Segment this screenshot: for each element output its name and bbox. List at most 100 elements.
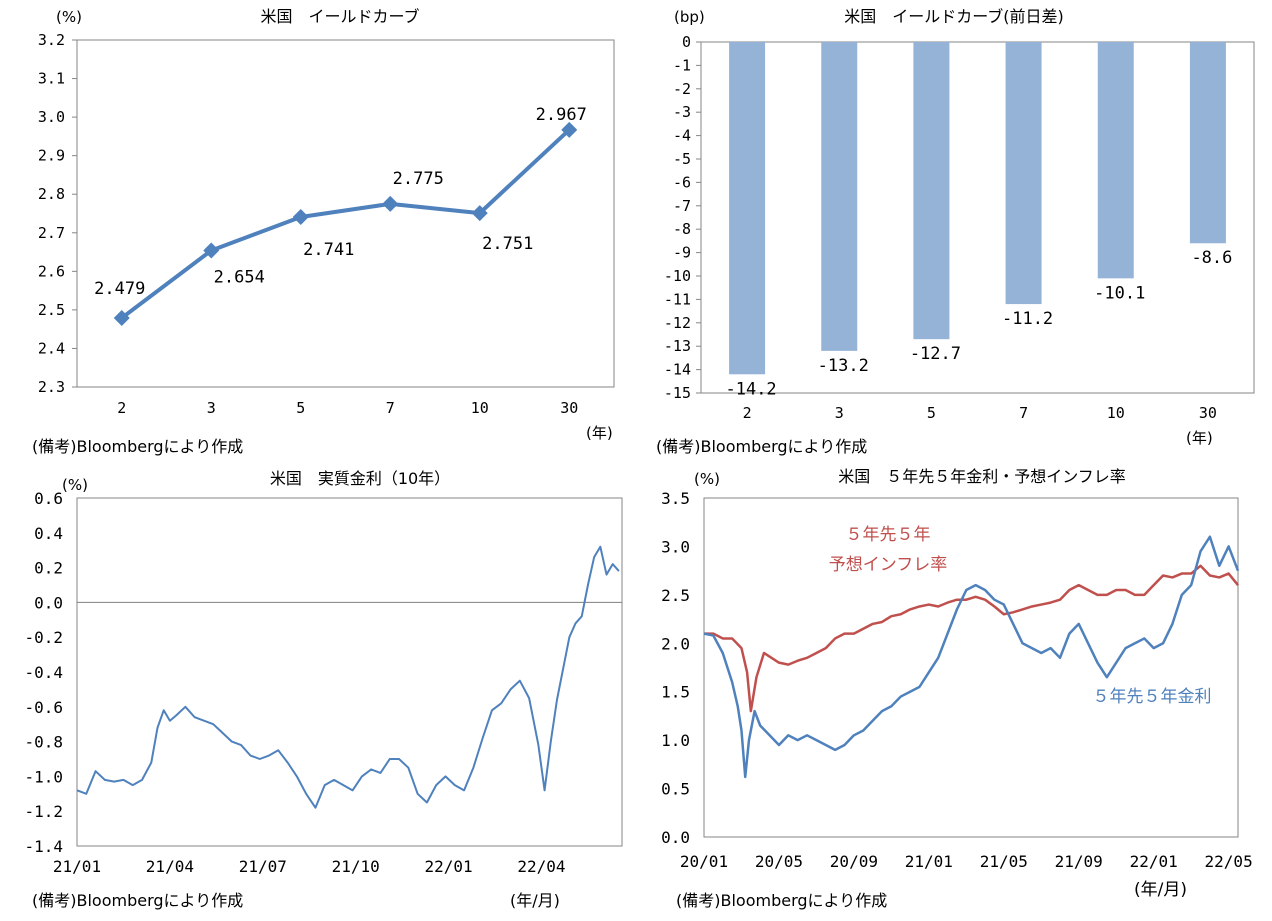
y-tick-label: 2.9 xyxy=(38,147,65,165)
x-tick-label: 5 xyxy=(296,399,305,417)
source-note: (備考)Bloombergにより作成 xyxy=(32,437,244,456)
x-tick-label: 20/09 xyxy=(830,852,878,871)
data-label: 2.479 xyxy=(94,279,145,299)
x-tick-label: 20/05 xyxy=(755,852,803,871)
y-tick-label: 0.5 xyxy=(661,780,690,799)
x-tick-label: 10 xyxy=(471,399,489,417)
x-tick-label: 5 xyxy=(927,404,936,422)
y-unit-label: (%) xyxy=(62,476,88,494)
data-point-marker xyxy=(561,121,578,138)
y-tick-label: -6 xyxy=(673,173,691,191)
y-tick-label: 1.0 xyxy=(661,731,690,750)
y-tick-label: -1.2 xyxy=(24,802,63,821)
data-label: 2.654 xyxy=(214,268,265,288)
x-tick-label: 2 xyxy=(743,404,752,422)
y-unit-label: (bp) xyxy=(674,8,705,26)
yield-curve-line xyxy=(120,128,571,320)
bar xyxy=(913,42,950,340)
y-tick-label: -11 xyxy=(664,290,691,308)
y-tick-label: -0.6 xyxy=(24,698,63,717)
x-tick-label: 21/04 xyxy=(146,857,194,876)
series-label: ５年先５年 xyxy=(846,525,931,545)
y-tick-label: 3.0 xyxy=(661,537,690,556)
bar xyxy=(1005,42,1042,305)
y-tick-label: 2.7 xyxy=(38,224,65,242)
real-rate-line xyxy=(76,545,620,809)
source-note: (備考)Bloombergにより作成 xyxy=(676,891,888,910)
bar xyxy=(1189,42,1226,244)
five-year-five-year-chart: 米国 ５年先５年金利・予想インフレ率 (%) 3.5 3.0 2.5 2.0 1.5 1.… xyxy=(661,467,1253,900)
y-tick-label: 0.4 xyxy=(34,524,63,543)
bar xyxy=(1097,42,1134,279)
yield-change-chart: 米国 イールドカーブ(前日差) (bp) -14.2 -13.2 -12.7 -11.… xyxy=(664,7,1255,447)
x-unit-label: (年) xyxy=(586,424,613,442)
x-tick-label: 30 xyxy=(560,399,578,417)
y-tick-label: -13 xyxy=(664,337,691,355)
y-tick-label: -9 xyxy=(673,244,691,262)
data-point-marker xyxy=(292,208,309,225)
x-tick-label: 21/09 xyxy=(1055,852,1103,871)
data-label: 2.967 xyxy=(536,105,587,125)
source-note: (備考)Bloombergにより作成 xyxy=(656,437,868,456)
plot-area xyxy=(76,39,615,388)
y-unit-label: (%) xyxy=(694,470,720,488)
y-tick-label: -2 xyxy=(673,80,691,98)
y-tick-label: -1.0 xyxy=(24,767,63,786)
plot-area xyxy=(703,497,1239,838)
y-tick-label: 3.1 xyxy=(38,70,65,88)
y-tick-label: 2.8 xyxy=(38,185,65,203)
y-tick-label: -3 xyxy=(673,103,691,121)
y-tick-label: 2.6 xyxy=(38,262,65,280)
data-label: 2.751 xyxy=(482,234,533,254)
y-tick-label: -1.4 xyxy=(24,837,63,856)
bar xyxy=(821,42,858,351)
y-tick-label: 0 xyxy=(682,33,691,51)
y-tick-label: 0.6 xyxy=(34,489,63,508)
x-tick-label: 21/05 xyxy=(980,852,1028,871)
data-label: 2.775 xyxy=(393,169,444,189)
y-tick-label: -8 xyxy=(673,220,691,238)
yield-curve-chart: 米国 イールドカーブ (%) 2.3 2.4 2.5 2.6 2.7 2.8 2.9 3.0 3… xyxy=(38,7,615,442)
data-label: -8.6 xyxy=(1191,248,1232,268)
x-tick-label: 21/01 xyxy=(905,852,953,871)
data-label: -11.2 xyxy=(1002,309,1053,329)
y-tick-label: 1.5 xyxy=(661,683,690,702)
y-unit-label: (%) xyxy=(56,8,82,26)
y-tick-label: 0.0 xyxy=(661,828,690,847)
y-tick-label: -5 xyxy=(673,150,691,168)
plot-area xyxy=(76,497,623,847)
chart-title: 米国 イールドカーブ(前日差) xyxy=(844,7,1064,26)
y-tick-label: -7 xyxy=(673,197,691,215)
data-point-marker xyxy=(471,205,488,222)
y-tick-label: 2.0 xyxy=(661,634,690,653)
x-tick-label: 3 xyxy=(207,399,216,417)
y-tick-label: 3.0 xyxy=(38,108,65,126)
data-label: -13.2 xyxy=(818,356,869,376)
y-tick-label: 0.2 xyxy=(34,559,63,578)
x-tick-label: 21/01 xyxy=(53,857,101,876)
chart-title: 米国 ５年先５年金利・予想インフレ率 xyxy=(838,467,1126,486)
x-tick-label: 3 xyxy=(835,404,844,422)
y-tick-label: -0.8 xyxy=(24,733,63,752)
chart-title: 米国 実質金利（10年） xyxy=(270,469,450,488)
data-label: -10.1 xyxy=(1094,283,1145,303)
five-year-five-year-line xyxy=(703,535,1240,779)
x-tick-label: 22/05 xyxy=(1205,852,1253,871)
x-tick-label: 21/07 xyxy=(239,857,287,876)
x-tick-label: 7 xyxy=(386,399,395,417)
y-tick-label: 2.4 xyxy=(38,339,65,357)
source-note: (備考)Bloombergにより作成 xyxy=(32,891,244,910)
real-rate-chart: 米国 実質金利（10年） (%) 0.6 0.4 0.2 0.0 -0.2 -0.4 -0.… xyxy=(24,469,623,910)
y-tick-label: -0.4 xyxy=(24,663,63,682)
x-unit-label: (年/月) xyxy=(510,891,560,910)
data-point-marker xyxy=(382,195,399,212)
data-point-marker xyxy=(113,309,130,326)
data-label: 2.741 xyxy=(303,240,354,260)
x-tick-label: 30 xyxy=(1199,404,1217,422)
data-point-marker xyxy=(203,242,220,259)
x-tick-label: 22/01 xyxy=(1130,852,1178,871)
x-tick-label: 2 xyxy=(117,399,126,417)
series-label: 予想インフレ率 xyxy=(829,555,948,575)
y-tick-label: 3.5 xyxy=(661,489,690,508)
y-tick-label: 3.2 xyxy=(38,31,65,49)
